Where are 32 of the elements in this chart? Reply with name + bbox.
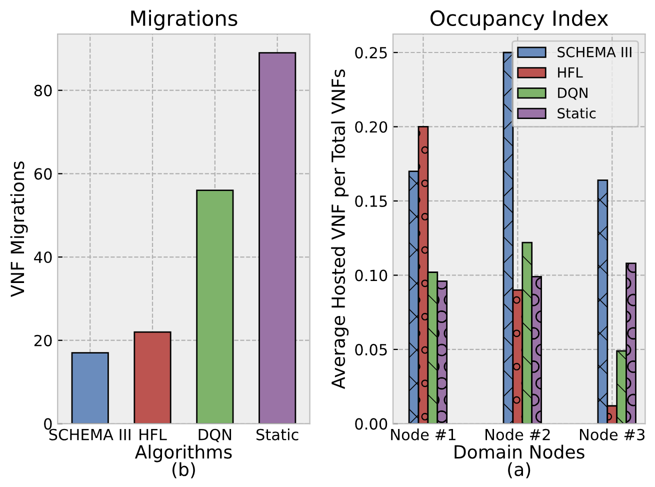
legend-label: SCHEMA III [558,46,632,58]
chart-title: Occupancy Index [430,10,608,30]
x-tick-label: Node #1 [391,428,456,440]
y-tick-label: 0.10 [355,270,388,282]
chart-title: Migrations [131,10,238,30]
x-tick-label: HFL [140,429,167,440]
y-tick-label: 20 [34,334,52,346]
bar [258,52,296,424]
bar [71,352,109,424]
x-tick-label: Static [256,428,298,440]
legend-label: HFL [558,67,583,78]
x-tick-label: Node #3 [580,428,645,440]
y-tick-label: 60 [34,168,52,180]
y-tick-label: 0.20 [355,121,388,133]
y-tick-label: 0 [44,418,52,430]
x-tick-label: DQN [198,428,232,442]
y-tick-label: 0.15 [355,195,387,207]
y-tick-label: 80 [34,84,52,96]
legend-label: DQN [558,88,588,100]
x-axis-title: Algorithms (b) [134,444,232,478]
x-tick-label: SCHEMA III [49,428,130,440]
x-tick-label: Node #2 [486,428,550,440]
bar [196,190,234,424]
x-axis-title: Domain Nodes (a) [454,444,584,478]
y-tick-label: 0.25 [355,46,387,59]
y-tick-label: 40 [34,251,52,264]
y-tick-label: 0.05 [355,344,387,356]
y-tick-label: 0.00 [355,418,388,430]
y-axis-title: VNF Migrations [10,162,28,298]
y-axis-title: Average Hosted VNF per Total VNFs [331,69,349,390]
legend-label: Static [558,108,596,118]
bar [134,331,172,424]
